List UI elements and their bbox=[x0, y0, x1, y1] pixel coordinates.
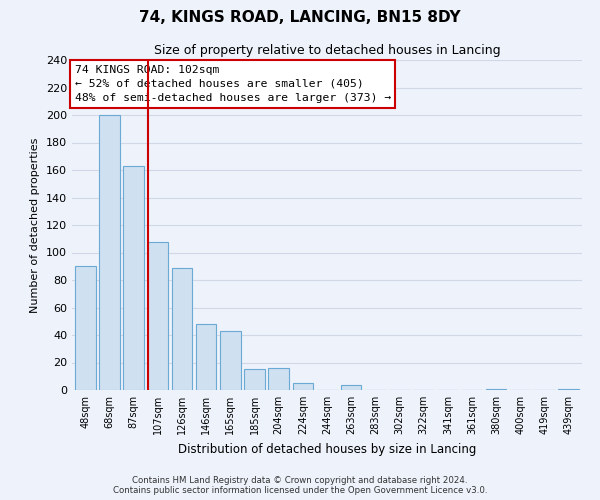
Bar bbox=[268, 368, 289, 390]
Text: Contains HM Land Registry data © Crown copyright and database right 2024.
Contai: Contains HM Land Registry data © Crown c… bbox=[113, 476, 487, 495]
Bar bbox=[172, 268, 192, 390]
Text: 74 KINGS ROAD: 102sqm
← 52% of detached houses are smaller (405)
48% of semi-det: 74 KINGS ROAD: 102sqm ← 52% of detached … bbox=[74, 65, 391, 103]
Text: 74, KINGS ROAD, LANCING, BN15 8DY: 74, KINGS ROAD, LANCING, BN15 8DY bbox=[139, 10, 461, 25]
Y-axis label: Number of detached properties: Number of detached properties bbox=[31, 138, 40, 312]
Bar bbox=[293, 383, 313, 390]
Bar bbox=[559, 388, 579, 390]
Bar bbox=[196, 324, 217, 390]
Bar bbox=[341, 384, 361, 390]
Bar bbox=[99, 115, 120, 390]
Bar bbox=[124, 166, 144, 390]
Bar bbox=[148, 242, 168, 390]
Bar bbox=[486, 388, 506, 390]
Bar bbox=[75, 266, 95, 390]
Bar bbox=[244, 370, 265, 390]
X-axis label: Distribution of detached houses by size in Lancing: Distribution of detached houses by size … bbox=[178, 442, 476, 456]
Title: Size of property relative to detached houses in Lancing: Size of property relative to detached ho… bbox=[154, 44, 500, 58]
Bar bbox=[220, 331, 241, 390]
